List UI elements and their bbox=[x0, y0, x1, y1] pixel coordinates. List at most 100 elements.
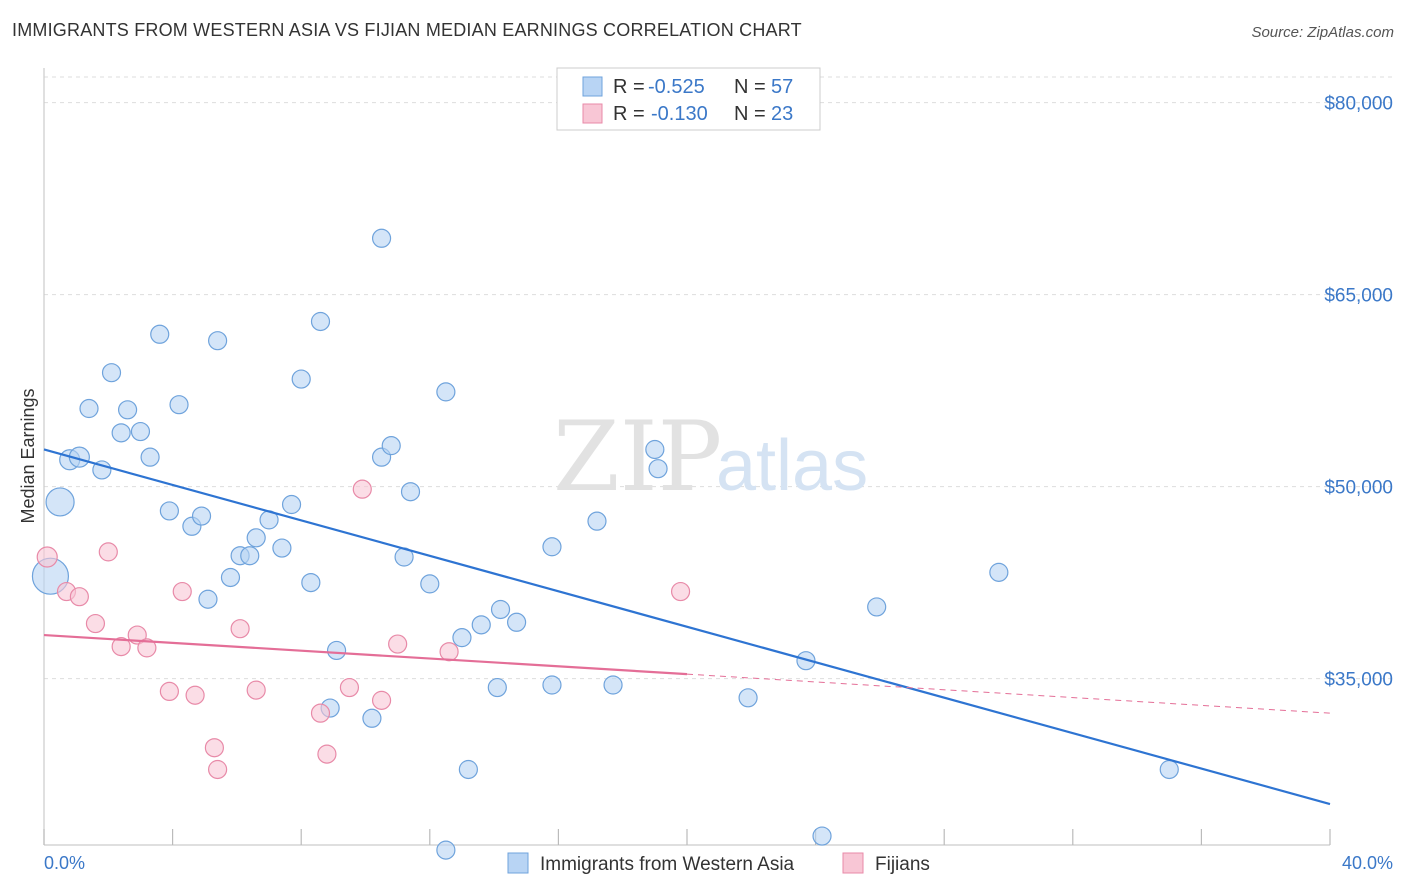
legend-r-label-2: R = bbox=[613, 103, 645, 125]
point-fijian-15 bbox=[310, 703, 331, 723]
point-western-asia-41 bbox=[471, 615, 491, 635]
point-fijian-14 bbox=[246, 680, 266, 700]
point-western-asia-1 bbox=[45, 487, 75, 517]
point-fijian-20 bbox=[388, 634, 408, 654]
point-fijian-5 bbox=[111, 636, 131, 657]
watermark-atlas: atlas bbox=[716, 426, 868, 506]
point-western-asia-46 bbox=[542, 537, 562, 557]
x-tick-max: 40.0% bbox=[1342, 853, 1393, 873]
point-western-asia-45 bbox=[542, 675, 562, 695]
legend-n-value-1: 57 bbox=[771, 76, 793, 98]
watermark-zip: ZIP bbox=[553, 401, 722, 513]
point-western-asia-13 bbox=[169, 395, 189, 415]
legend-r-value-1: -0.525 bbox=[648, 76, 705, 98]
legend-box: R = -0.525 N = 57 R = -0.130 N = 23 bbox=[556, 67, 821, 131]
point-fijian-10 bbox=[185, 685, 205, 705]
point-fijian-22 bbox=[670, 581, 691, 602]
grid-layer bbox=[44, 76, 1393, 680]
point-fijian-13 bbox=[230, 619, 250, 639]
point-western-asia-12 bbox=[159, 501, 179, 521]
point-fijian-2 bbox=[69, 587, 89, 607]
point-western-asia-4 bbox=[79, 398, 99, 419]
point-western-asia-48 bbox=[603, 675, 623, 695]
point-western-asia-23 bbox=[272, 538, 292, 558]
point-western-asia-37 bbox=[436, 382, 456, 402]
y-axis-label: Median Earnings bbox=[18, 388, 38, 523]
points-layer bbox=[31, 228, 1179, 860]
point-western-asia-24 bbox=[281, 494, 302, 515]
point-western-asia-20 bbox=[240, 546, 260, 566]
point-fijian-0 bbox=[36, 546, 58, 568]
bottom-legend-swatch-blue bbox=[507, 852, 529, 874]
point-western-asia-44 bbox=[507, 612, 527, 632]
trend-layer bbox=[43, 448, 1331, 806]
point-western-asia-54 bbox=[867, 597, 887, 617]
bottom-legend-label-pink: Fijians bbox=[875, 854, 930, 875]
axes-layer bbox=[43, 68, 1331, 846]
bottom-legend-swatch-pink bbox=[842, 852, 864, 874]
legend-n-value-2: 23 bbox=[771, 103, 793, 125]
watermark: ZIP atlas bbox=[553, 401, 868, 513]
point-western-asia-36 bbox=[420, 574, 440, 594]
point-western-asia-50 bbox=[648, 459, 668, 479]
point-western-asia-42 bbox=[487, 677, 507, 698]
point-western-asia-7 bbox=[111, 423, 131, 443]
legend-swatch-pink bbox=[582, 103, 603, 124]
point-western-asia-33 bbox=[381, 436, 401, 456]
bottom-legend: Immigrants from Western Asia Fijians bbox=[507, 852, 930, 875]
source-label: Source: ZipAtlas.com bbox=[1251, 24, 1394, 41]
point-western-asia-27 bbox=[310, 311, 331, 332]
point-western-asia-25 bbox=[291, 369, 311, 389]
point-western-asia-47 bbox=[587, 511, 607, 531]
trend-line-dashed-1 bbox=[686, 673, 1331, 714]
point-western-asia-15 bbox=[191, 506, 212, 526]
point-fijian-9 bbox=[172, 581, 192, 602]
point-western-asia-53 bbox=[812, 826, 832, 846]
point-fijian-8 bbox=[159, 681, 179, 702]
point-western-asia-39 bbox=[452, 628, 472, 648]
x-tick-labels: 0.0% 40.0% bbox=[44, 853, 1393, 873]
point-western-asia-16 bbox=[198, 589, 218, 609]
y-tick-label-2: $50,000 bbox=[1324, 478, 1393, 499]
point-fijian-19 bbox=[371, 690, 392, 710]
point-fijian-12 bbox=[208, 759, 228, 780]
y-tick-label-0: $80,000 bbox=[1324, 94, 1393, 115]
y-tick-label-3: $35,000 bbox=[1324, 670, 1393, 691]
point-western-asia-49 bbox=[645, 439, 665, 460]
point-western-asia-21 bbox=[246, 528, 266, 548]
point-western-asia-8 bbox=[117, 400, 138, 420]
legend-r-label-1: R = bbox=[613, 76, 645, 98]
point-western-asia-30 bbox=[362, 708, 382, 728]
point-western-asia-40 bbox=[458, 759, 478, 780]
point-western-asia-5 bbox=[92, 460, 112, 480]
point-fijian-3 bbox=[85, 613, 106, 634]
legend-swatch-blue bbox=[582, 76, 603, 97]
point-western-asia-26 bbox=[301, 572, 321, 593]
point-western-asia-11 bbox=[150, 324, 170, 344]
point-western-asia-10 bbox=[140, 447, 160, 467]
trend-line-0 bbox=[43, 448, 1331, 806]
y-tick-label-1: $65,000 bbox=[1324, 286, 1393, 307]
point-fijian-7 bbox=[137, 638, 157, 658]
point-fijian-18 bbox=[352, 479, 372, 499]
bottom-legend-label-blue: Immigrants from Western Asia bbox=[540, 854, 795, 875]
point-western-asia-38 bbox=[436, 840, 456, 860]
point-fijian-11 bbox=[204, 738, 224, 758]
point-fijian-17 bbox=[339, 677, 360, 698]
x-tick-min: 0.0% bbox=[44, 853, 85, 873]
legend-n-label-1: N = bbox=[734, 76, 766, 98]
legend-r-value-2: -0.130 bbox=[651, 103, 708, 125]
point-western-asia-17 bbox=[208, 331, 228, 351]
legend-n-label-2: N = bbox=[734, 103, 766, 125]
point-western-asia-51 bbox=[738, 688, 758, 708]
point-western-asia-43 bbox=[490, 599, 511, 620]
point-western-asia-31 bbox=[371, 228, 392, 248]
chart-title: IMMIGRANTS FROM WESTERN ASIA VS FIJIAN M… bbox=[12, 20, 802, 40]
point-fijian-21 bbox=[439, 642, 459, 662]
y-tick-labels: $80,000 $65,000 $50,000 $35,000 bbox=[1324, 94, 1393, 691]
point-western-asia-29 bbox=[326, 640, 347, 661]
point-western-asia-35 bbox=[400, 482, 421, 502]
point-fijian-16 bbox=[317, 744, 337, 764]
point-western-asia-9 bbox=[130, 421, 151, 442]
